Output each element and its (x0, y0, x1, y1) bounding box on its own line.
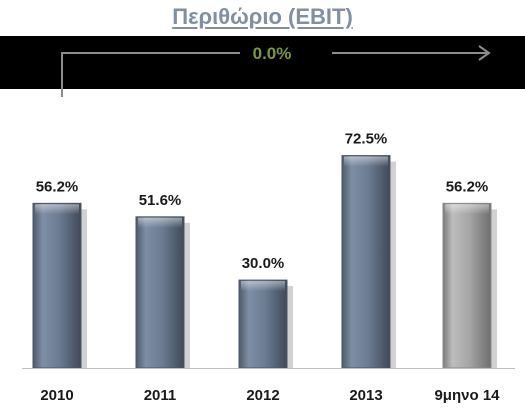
data-label: 51.6% (139, 192, 182, 209)
x-tick-label: 2011 (144, 387, 177, 404)
x-tick-label: 2010 (40, 387, 73, 404)
cagr-arrow-head (478, 45, 491, 61)
bar-bevel (445, 204, 489, 215)
data-label: 56.2% (36, 178, 79, 195)
bar-2011 (135, 216, 185, 369)
chart-title: Περιθώριο (EBIT) (172, 4, 353, 29)
x-tick-label: 2013 (349, 387, 382, 404)
bar-bevel (138, 217, 182, 228)
data-label: 30.0% (242, 255, 285, 272)
x-tick-label: 2012 (246, 387, 279, 404)
cagr-bracket-line (61, 52, 240, 97)
bar-series: 56.2% 51.6% 30.0% 72.5% 56.2% (32, 131, 497, 369)
bar-2012 (238, 279, 288, 369)
cagr-band (0, 36, 525, 89)
bar-9μηνο-14 (442, 202, 492, 369)
data-label: 72.5% (345, 131, 388, 148)
bar-bevel (344, 156, 388, 167)
bar-2013 (341, 155, 391, 369)
x-axis-tick-labels: 2010 2011 2012 2013 9μηνο 14 (40, 387, 500, 404)
x-tick-label: 9μηνο 14 (434, 387, 500, 404)
bar-bevel (241, 281, 285, 292)
bar-2010 (32, 202, 82, 369)
cagr-value: 0.0% (253, 44, 292, 63)
data-label: 56.2% (446, 178, 489, 195)
bar-bevel (35, 204, 79, 215)
cagr-indicator: 0.0% (61, 44, 491, 97)
